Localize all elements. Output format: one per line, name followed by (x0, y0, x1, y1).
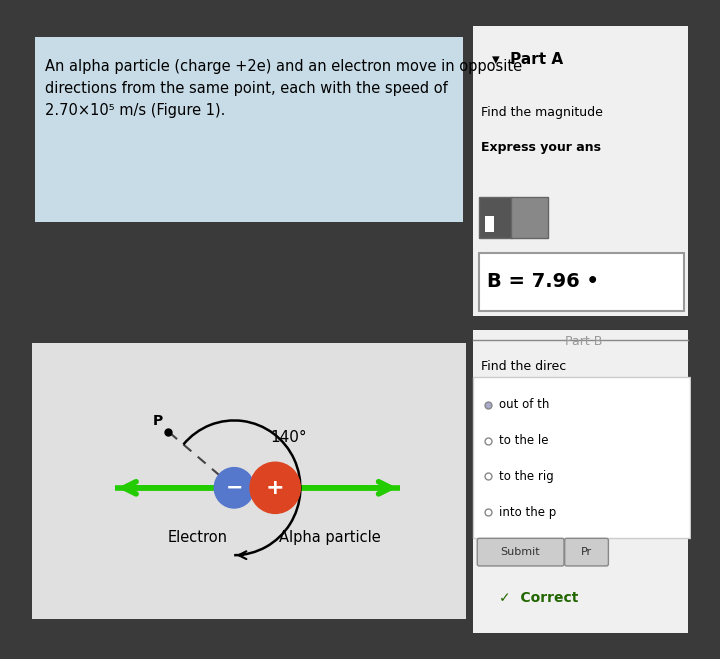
Text: Electron: Electron (168, 530, 228, 544)
Text: Express your ans: Express your ans (480, 141, 600, 154)
Text: into the p: into the p (499, 505, 557, 519)
Text: ✓  Correct: ✓ Correct (499, 590, 578, 604)
Text: Find the magnitude: Find the magnitude (480, 106, 603, 119)
Text: Alpha particle: Alpha particle (279, 530, 381, 544)
Text: P: P (153, 414, 163, 428)
Text: Pr: Pr (581, 547, 592, 557)
Text: B = 7.96 •: B = 7.96 • (487, 272, 599, 291)
FancyBboxPatch shape (477, 538, 564, 566)
FancyBboxPatch shape (511, 198, 548, 238)
FancyBboxPatch shape (485, 216, 495, 232)
Text: −: − (225, 478, 243, 498)
Text: out of th: out of th (499, 399, 549, 411)
Text: ▾  Part A: ▾ Part A (492, 52, 564, 67)
Text: to the le: to the le (499, 434, 549, 447)
Circle shape (215, 468, 254, 508)
Circle shape (250, 462, 300, 513)
FancyBboxPatch shape (472, 330, 688, 633)
Text: Find the direc: Find the direc (480, 360, 566, 373)
Text: An alpha particle (charge +2e) and an electron move in opposite
directions from : An alpha particle (charge +2e) and an el… (45, 59, 523, 119)
FancyBboxPatch shape (480, 198, 512, 238)
Text: 140°: 140° (271, 430, 307, 445)
FancyBboxPatch shape (472, 26, 688, 316)
FancyBboxPatch shape (564, 538, 608, 566)
Text: to the rig: to the rig (499, 470, 554, 483)
FancyBboxPatch shape (35, 37, 463, 222)
FancyBboxPatch shape (472, 377, 690, 538)
Text: +: + (266, 478, 284, 498)
Text: Part B: Part B (565, 335, 603, 348)
FancyBboxPatch shape (480, 253, 684, 310)
FancyBboxPatch shape (32, 343, 466, 619)
Text: Submit: Submit (500, 547, 540, 557)
